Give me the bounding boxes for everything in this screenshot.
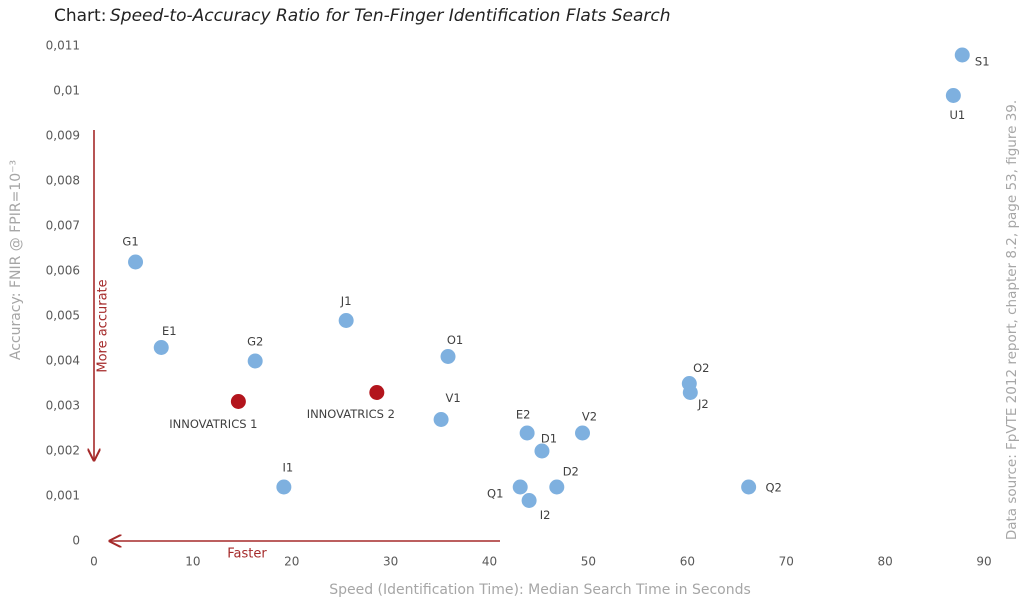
data-point xyxy=(521,493,537,508)
data-point xyxy=(338,313,354,328)
data-point xyxy=(276,479,292,495)
y-axis-label: Accuracy: FNIR @ FPIR=10⁻³ xyxy=(8,160,24,360)
x-tick-label: 90 xyxy=(976,555,991,569)
point-label: D1 xyxy=(541,432,557,446)
data-point xyxy=(945,88,961,103)
point-label: V1 xyxy=(446,391,461,405)
x-axis-label: Speed (Identification Time): Median Sear… xyxy=(329,582,751,598)
x-tick-label: 50 xyxy=(581,555,596,569)
point-label: E2 xyxy=(516,408,531,422)
y-tick-label: 0,005 xyxy=(46,309,80,323)
data-point xyxy=(433,412,449,427)
y-tick-label: 0,01 xyxy=(53,84,80,98)
y-tick-label: 0,007 xyxy=(46,219,80,233)
data-point xyxy=(512,479,528,495)
point-label: I1 xyxy=(283,461,294,475)
y-tick-label: 0 xyxy=(72,534,80,548)
data-point xyxy=(128,254,144,270)
point-label: O1 xyxy=(447,333,463,347)
y-tick-label: 0,002 xyxy=(46,444,80,458)
y-tick-label: 0,006 xyxy=(46,264,80,278)
title-label: Chart: xyxy=(54,6,106,26)
point-label: J2 xyxy=(697,397,709,411)
point-label: INNOVATRICS 1 xyxy=(169,417,257,431)
point-label: I2 xyxy=(540,508,551,522)
data-point xyxy=(549,479,565,495)
data-point xyxy=(369,385,385,400)
point-label: U1 xyxy=(949,108,965,122)
point-label: O2 xyxy=(693,361,709,375)
chart-title: Speed-to-Accuracy Ratio for Ten-Finger I… xyxy=(110,6,670,26)
data-point xyxy=(247,353,263,369)
x-arrow-label: Faster xyxy=(227,547,267,562)
point-label: Q1 xyxy=(487,487,503,501)
x-tick-label: 0 xyxy=(90,555,98,569)
y-tick-label: 0,003 xyxy=(46,399,80,413)
point-label: D2 xyxy=(563,465,579,479)
point-label: G1 xyxy=(122,235,138,249)
point-label: INNOVATRICS 2 xyxy=(307,407,395,421)
y-tick-label: 0,004 xyxy=(46,354,80,368)
point-label: G2 xyxy=(247,335,263,349)
source-note: Data source: FpVTE 2012 report, chapter … xyxy=(1004,100,1020,540)
point-label: S1 xyxy=(975,55,990,69)
data-point xyxy=(534,443,550,459)
y-tick-label: 0,009 xyxy=(46,129,80,143)
y-tick-label: 0,011 xyxy=(46,39,80,53)
x-tick-label: 60 xyxy=(680,555,695,569)
data-point xyxy=(741,479,757,495)
x-tick-label: 20 xyxy=(284,555,299,569)
y-tick-label: 0,008 xyxy=(46,174,80,188)
x-tick-label: 80 xyxy=(877,555,892,569)
data-point xyxy=(519,425,535,441)
y-arrow-label: More accurate xyxy=(96,279,111,372)
point-label: E1 xyxy=(162,324,177,338)
x-tick-label: 10 xyxy=(185,555,200,569)
x-tick-label: 40 xyxy=(482,555,497,569)
data-point xyxy=(954,47,970,63)
point-label: Q2 xyxy=(765,481,781,495)
point-label: V2 xyxy=(582,410,597,424)
data-point xyxy=(575,425,591,441)
data-point xyxy=(230,394,246,409)
x-tick-label: 70 xyxy=(779,555,794,569)
data-point xyxy=(153,340,169,355)
x-tick-label: 30 xyxy=(383,555,398,569)
y-tick-label: 0,001 xyxy=(46,489,80,503)
data-point xyxy=(682,385,698,400)
point-label: J1 xyxy=(340,294,352,308)
data-point xyxy=(440,349,456,364)
